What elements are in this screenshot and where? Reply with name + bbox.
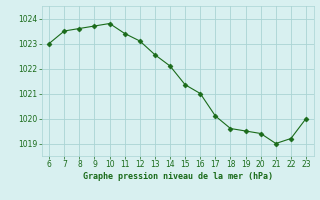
X-axis label: Graphe pression niveau de la mer (hPa): Graphe pression niveau de la mer (hPa) (83, 172, 273, 181)
